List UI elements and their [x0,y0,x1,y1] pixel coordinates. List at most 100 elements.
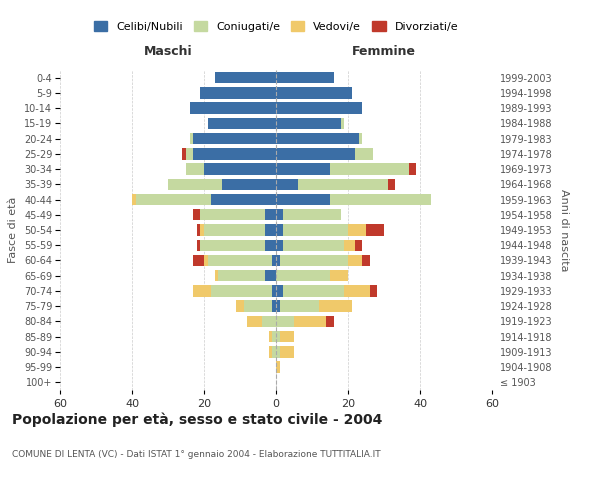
Bar [204,255,208,266]
Bar [348,255,362,266]
Bar [222,178,276,190]
Bar [355,240,362,251]
Bar [204,164,276,175]
Bar [265,209,276,220]
Bar [330,194,431,205]
Bar [200,209,265,220]
Bar [193,209,200,220]
Bar [244,300,272,312]
Bar [276,164,330,175]
Bar [370,285,377,296]
Bar [276,87,352,99]
Bar [276,346,280,358]
Bar [218,270,265,281]
Bar [276,240,283,251]
Bar [283,224,348,235]
Bar [211,285,272,296]
Bar [215,270,218,281]
Bar [280,346,294,358]
Bar [186,148,193,160]
Bar [355,148,373,160]
Bar [348,224,366,235]
Bar [276,316,294,327]
Bar [272,331,276,342]
Bar [298,178,388,190]
Bar [265,270,276,281]
Bar [208,118,276,129]
Bar [236,300,244,312]
Bar [197,240,200,251]
Bar [276,194,330,205]
Bar [265,224,276,235]
Bar [272,346,276,358]
Y-axis label: Fasce di età: Fasce di età [8,197,19,263]
Text: Femmine: Femmine [352,45,416,58]
Bar [193,148,276,160]
Bar [190,102,276,114]
Bar [265,240,276,251]
Bar [193,255,204,266]
Bar [276,178,298,190]
Bar [200,87,276,99]
Bar [283,285,344,296]
Bar [319,300,352,312]
Bar [388,178,395,190]
Bar [344,285,370,296]
Bar [262,316,276,327]
Bar [362,255,370,266]
Bar [276,102,362,114]
Legend: Celibi/Nubili, Coniugati/e, Vedovi/e, Divorziati/e: Celibi/Nubili, Coniugati/e, Vedovi/e, Di… [94,21,458,32]
Bar [344,240,355,251]
Bar [200,224,204,235]
Bar [330,164,409,175]
Bar [269,346,272,358]
Bar [215,72,276,84]
Bar [276,118,341,129]
Bar [276,148,355,160]
Bar [366,224,384,235]
Bar [132,194,136,205]
Bar [276,362,280,373]
Bar [283,240,344,251]
Bar [280,255,348,266]
Bar [294,316,326,327]
Bar [272,285,276,296]
Bar [269,331,272,342]
Bar [247,316,262,327]
Bar [272,255,276,266]
Bar [276,255,280,266]
Bar [330,270,348,281]
Bar [193,133,276,144]
Bar [276,331,280,342]
Text: Maschi: Maschi [143,45,193,58]
Bar [182,148,186,160]
Bar [168,178,222,190]
Text: Popolazione per età, sesso e stato civile - 2004: Popolazione per età, sesso e stato civil… [12,412,382,427]
Bar [272,300,276,312]
Bar [326,316,334,327]
Bar [280,331,294,342]
Bar [276,270,330,281]
Bar [211,194,276,205]
Bar [409,164,416,175]
Bar [276,209,283,220]
Bar [276,224,283,235]
Text: COMUNE DI LENTA (VC) - Dati ISTAT 1° gennaio 2004 - Elaborazione TUTTITALIA.IT: COMUNE DI LENTA (VC) - Dati ISTAT 1° gen… [12,450,380,459]
Bar [197,224,200,235]
Bar [136,194,211,205]
Bar [280,300,319,312]
Bar [200,240,265,251]
Bar [276,285,283,296]
Bar [276,72,334,84]
Bar [276,300,280,312]
Bar [190,133,193,144]
Bar [276,133,359,144]
Bar [341,118,344,129]
Y-axis label: Anni di nascita: Anni di nascita [559,188,569,271]
Bar [204,224,265,235]
Bar [186,164,204,175]
Bar [208,255,272,266]
Bar [359,133,362,144]
Bar [283,209,341,220]
Bar [193,285,211,296]
